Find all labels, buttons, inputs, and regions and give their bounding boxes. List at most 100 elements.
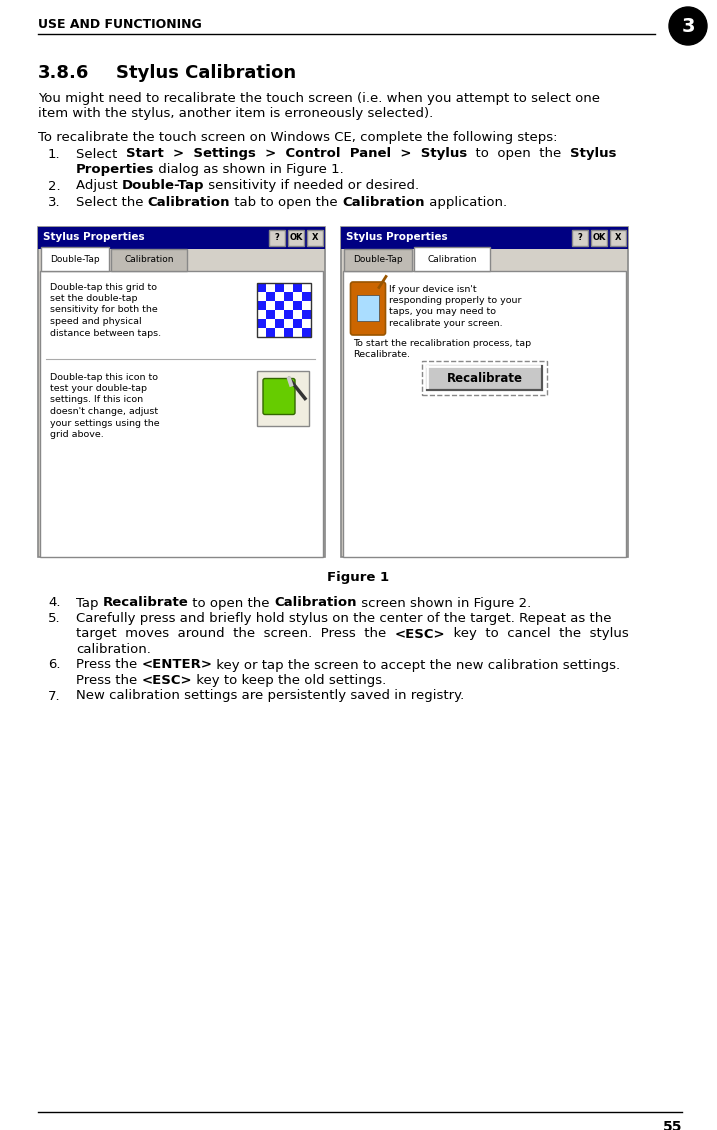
Text: your settings using the: your settings using the [50,418,160,427]
Text: sensitivity for both the: sensitivity for both the [50,305,158,314]
FancyBboxPatch shape [257,371,309,426]
FancyBboxPatch shape [266,319,275,328]
Text: Calibration: Calibration [427,255,477,264]
FancyBboxPatch shape [269,229,285,245]
Text: Stylus Properties: Stylus Properties [43,233,145,243]
FancyBboxPatch shape [293,310,302,319]
FancyBboxPatch shape [275,282,284,292]
Text: Calibration: Calibration [124,255,174,264]
FancyBboxPatch shape [275,328,284,337]
Text: doesn't change, adjust: doesn't change, adjust [50,407,158,416]
Text: 55: 55 [663,1120,682,1130]
FancyBboxPatch shape [427,366,542,390]
FancyBboxPatch shape [284,282,293,292]
FancyBboxPatch shape [284,310,293,319]
Text: grid above.: grid above. [50,431,104,438]
FancyBboxPatch shape [302,282,311,292]
Text: 5.: 5. [48,612,61,625]
FancyBboxPatch shape [266,292,275,301]
Text: key  to  cancel  the  stylus: key to cancel the stylus [445,627,629,641]
Text: Press the: Press the [76,673,141,687]
Text: Calibration: Calibration [148,195,230,209]
Text: Recalibrate.: Recalibrate. [353,350,410,359]
FancyBboxPatch shape [266,328,275,337]
Text: New calibration settings are persistently saved in registry.: New calibration settings are persistentl… [76,689,464,703]
FancyBboxPatch shape [341,226,628,556]
Text: key or tap the screen to accept the new calibration settings.: key or tap the screen to accept the new … [212,659,621,671]
FancyBboxPatch shape [307,229,323,245]
Text: sensitivity if needed or desired.: sensitivity if needed or desired. [204,180,419,192]
Text: 3.8.6: 3.8.6 [38,64,90,82]
FancyBboxPatch shape [293,292,302,301]
Text: application.: application. [424,195,507,209]
FancyBboxPatch shape [40,270,323,556]
FancyBboxPatch shape [38,226,325,249]
Circle shape [669,7,707,45]
FancyBboxPatch shape [266,310,275,319]
FancyBboxPatch shape [257,301,266,310]
FancyBboxPatch shape [351,282,386,334]
Text: USE AND FUNCTIONING: USE AND FUNCTIONING [38,18,201,31]
Text: 1.: 1. [48,148,61,160]
FancyBboxPatch shape [302,292,311,301]
FancyBboxPatch shape [257,292,266,301]
FancyBboxPatch shape [293,319,302,328]
Text: settings. If this icon: settings. If this icon [50,396,143,405]
Text: ?: ? [275,233,280,242]
Text: to open the: to open the [189,597,274,609]
Text: Carefully press and briefly hold stylus on the center of the target. Repeat as t: Carefully press and briefly hold stylus … [76,612,612,625]
FancyBboxPatch shape [357,295,379,321]
Text: recalibrate your screen.: recalibrate your screen. [389,319,503,328]
FancyBboxPatch shape [343,270,626,556]
FancyBboxPatch shape [257,328,266,337]
FancyBboxPatch shape [263,379,295,415]
Text: test your double-tap: test your double-tap [50,384,147,393]
Text: Figure 1: Figure 1 [328,571,389,583]
Text: <ESC>: <ESC> [395,627,445,641]
FancyBboxPatch shape [257,319,266,328]
Text: To recalibrate the touch screen on Windows CE, complete the following steps:: To recalibrate the touch screen on Windo… [38,131,558,144]
FancyBboxPatch shape [284,328,293,337]
FancyBboxPatch shape [293,282,302,292]
Text: <ENTER>: <ENTER> [141,659,212,671]
Text: calibration.: calibration. [76,643,151,657]
Text: Calibration: Calibration [342,195,424,209]
FancyBboxPatch shape [341,226,628,249]
Text: target  moves  around  the  screen.  Press  the: target moves around the screen. Press th… [76,627,395,641]
Text: Double-tap this icon to: Double-tap this icon to [50,373,158,382]
Text: ?: ? [578,233,582,242]
Text: Double-Tap: Double-Tap [353,255,403,264]
Text: 7.: 7. [48,689,61,703]
Text: responding properly to your: responding properly to your [389,296,521,305]
FancyBboxPatch shape [38,226,325,556]
Text: Recalibrate: Recalibrate [447,372,523,384]
FancyBboxPatch shape [284,292,293,301]
Text: set the double-tap: set the double-tap [50,294,138,303]
FancyBboxPatch shape [302,301,311,310]
Text: Select the: Select the [76,195,148,209]
Text: X: X [312,233,318,242]
Text: 2.: 2. [48,180,61,192]
FancyBboxPatch shape [414,246,490,270]
Text: item with the stylus, another item is erroneously selected).: item with the stylus, another item is er… [38,107,433,121]
Text: Adjust: Adjust [76,180,122,192]
Text: key to keep the old settings.: key to keep the old settings. [192,673,386,687]
FancyBboxPatch shape [591,229,607,245]
FancyBboxPatch shape [275,319,284,328]
Text: Press the: Press the [76,659,141,671]
Text: 4.: 4. [48,597,60,609]
Text: Stylus Calibration: Stylus Calibration [116,64,296,82]
Text: Stylus Properties: Stylus Properties [346,233,447,243]
FancyBboxPatch shape [284,301,293,310]
FancyBboxPatch shape [111,249,187,270]
Text: Select: Select [76,148,125,160]
FancyBboxPatch shape [275,310,284,319]
FancyBboxPatch shape [302,328,311,337]
Text: Recalibrate: Recalibrate [103,597,189,609]
Text: To start the recalibration process, tap: To start the recalibration process, tap [353,339,531,348]
Text: 3: 3 [681,17,695,35]
Text: dialog as shown in Figure 1.: dialog as shown in Figure 1. [154,163,344,176]
FancyBboxPatch shape [41,246,109,270]
Text: Calibration: Calibration [274,597,357,609]
Text: screen shown in Figure 2.: screen shown in Figure 2. [357,597,531,609]
